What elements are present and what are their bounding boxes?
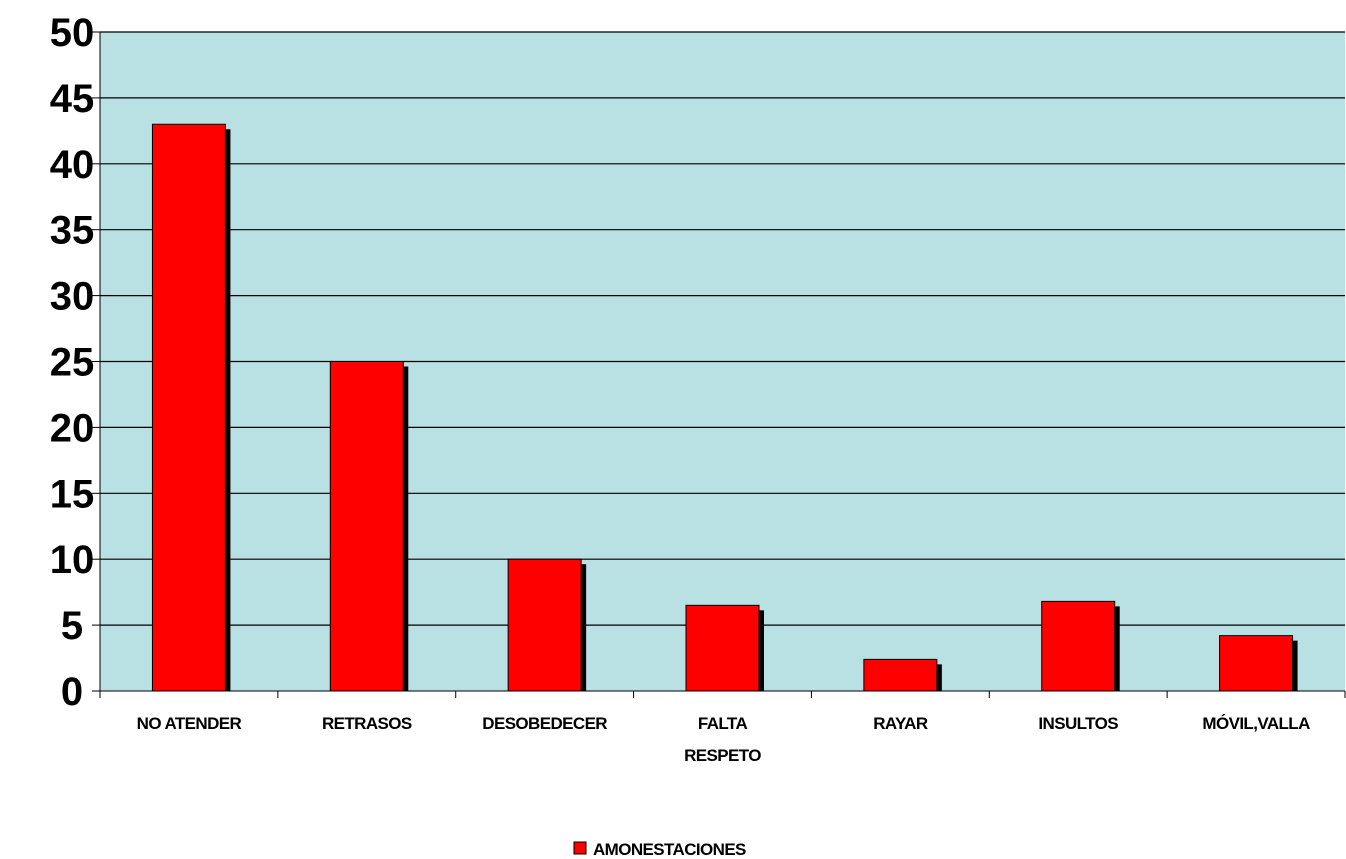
bar	[151, 123, 226, 692]
bar	[329, 361, 404, 692]
y-axis-ticks: 0 5 10 15 20 25 30 35 40 45 50	[50, 11, 100, 714]
x-tick-label: MÓVIL,VALLA	[1202, 714, 1310, 733]
y-tick-label: 40	[50, 143, 95, 187]
y-tick-label: 10	[50, 538, 95, 582]
x-axis-ticks: NO ATENDER RETRASOS DESOBEDECER FALTA RESPET…	[99, 691, 1346, 765]
legend: AMONESTACIONES	[573, 840, 747, 859]
y-tick-label: 50	[50, 11, 95, 55]
gridlines	[100, 31, 1345, 626]
x-tick-label: FALTA	[698, 714, 748, 733]
bar	[685, 604, 760, 692]
y-tick-label: 0	[61, 670, 83, 714]
bar	[507, 558, 582, 692]
y-tick-label: 30	[50, 275, 95, 319]
bar	[1041, 600, 1116, 692]
x-tick-label: INSULTOS	[1038, 714, 1118, 733]
x-tick-label: RETRASOS	[322, 714, 412, 733]
legend-label: AMONESTACIONES	[593, 840, 746, 859]
x-tick-label: RESPETO	[684, 746, 761, 765]
x-tick-label: DESOBEDECER	[482, 714, 607, 733]
bars	[151, 123, 1298, 692]
x-tick-label: RAYAR	[873, 714, 928, 733]
y-tick-label: 25	[50, 341, 95, 385]
y-tick-label: 15	[50, 472, 95, 516]
y-tick-label: 45	[50, 77, 95, 121]
x-tick-label: NO ATENDER	[137, 714, 242, 733]
legend-swatch	[573, 841, 587, 855]
y-tick-label: 5	[61, 604, 83, 648]
bar	[863, 658, 938, 692]
y-tick-label: 35	[50, 209, 95, 253]
bar	[1219, 635, 1294, 692]
y-tick-label: 20	[50, 406, 95, 450]
